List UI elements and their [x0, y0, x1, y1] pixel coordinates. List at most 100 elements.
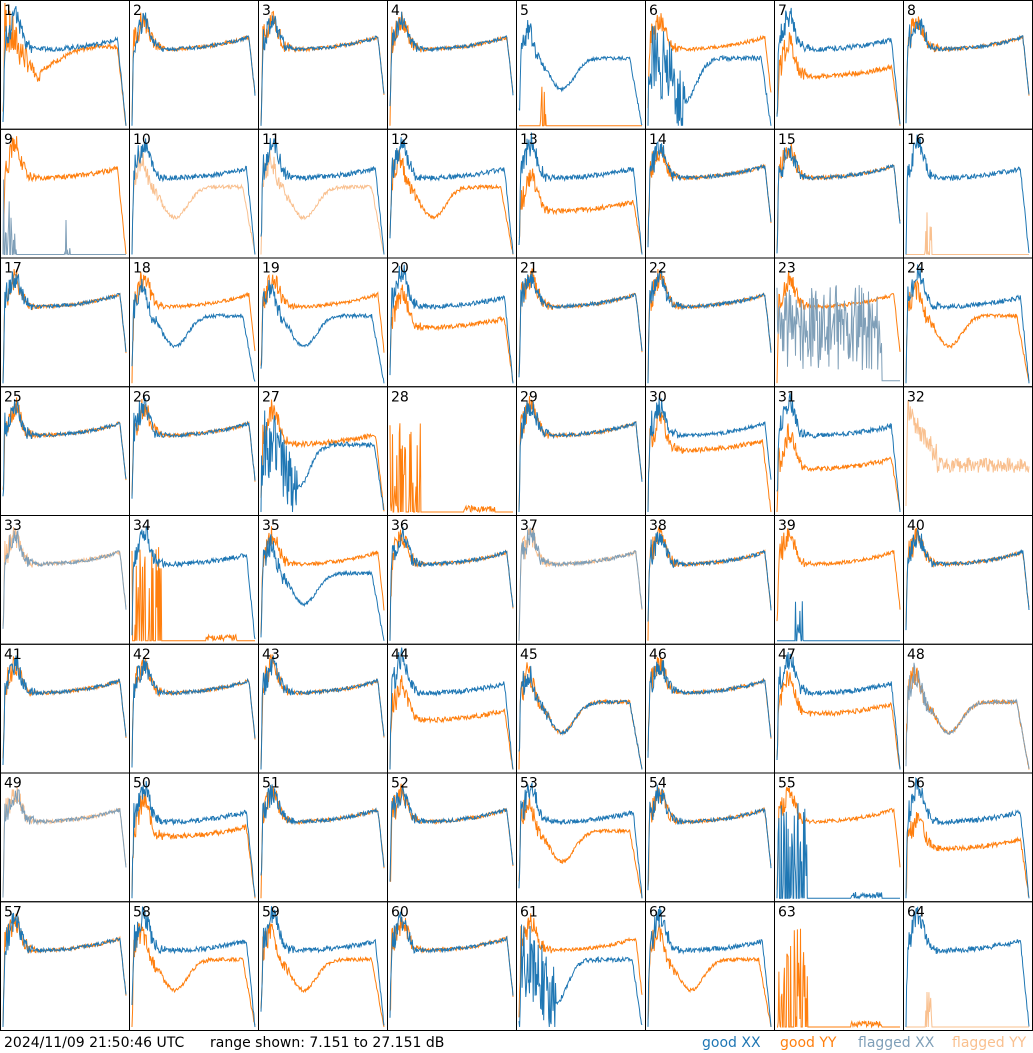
series-yy	[518, 796, 643, 899]
series-xx	[647, 397, 772, 513]
panel-label: 25	[4, 389, 22, 405]
series-yy	[777, 928, 900, 1029]
series-yy	[2, 2, 127, 126]
panel-frame	[129, 643, 259, 774]
footer: 2024/11/09 21:50:46 UTC range shown: 7.1…	[0, 1032, 1033, 1053]
legend-good-yy: good YY	[780, 1035, 837, 1051]
panel-label: 61	[520, 904, 538, 920]
panel-frame	[774, 0, 904, 130]
panel-40: 40	[903, 515, 1033, 645]
panel-label: 8	[907, 3, 916, 19]
panel-frame	[516, 257, 646, 388]
panel-frame	[903, 0, 1033, 130]
series-yy	[389, 675, 514, 770]
series-xx	[2, 789, 127, 898]
panel-51: 51	[258, 772, 388, 903]
panel-frame	[0, 515, 130, 645]
series-yy	[2, 397, 127, 490]
series-yy	[776, 670, 901, 769]
series-xx	[776, 285, 900, 382]
panel-frame	[774, 128, 904, 259]
panel-label: 30	[649, 389, 667, 405]
panel-label: 1	[4, 3, 13, 19]
panel-label: 7	[778, 3, 787, 19]
panel-frame	[645, 257, 775, 388]
series-yy	[647, 657, 772, 752]
panel-label: 49	[4, 776, 22, 792]
panel-frame	[258, 772, 388, 903]
panel-1: 1	[0, 0, 130, 130]
series-xx	[131, 657, 256, 768]
panel-frame	[516, 386, 646, 516]
series-xx	[389, 647, 514, 770]
panel-label: 21	[520, 261, 538, 277]
series-xx	[131, 780, 256, 899]
panel-42: 42	[129, 643, 259, 774]
series-yy	[906, 212, 1029, 255]
panel-label: 46	[649, 647, 667, 663]
panel-label: 38	[649, 518, 667, 534]
series-yy	[389, 11, 514, 126]
panel-52: 52	[387, 772, 517, 903]
panel-41: 41	[0, 643, 130, 774]
panel-13: 13	[516, 128, 646, 259]
panel-frame	[0, 386, 130, 516]
series-xx	[905, 264, 1030, 384]
series-xx	[131, 278, 256, 382]
panel-label: 26	[133, 389, 151, 405]
panel-frame	[774, 386, 904, 516]
panel-frame	[903, 515, 1033, 645]
series-xx	[518, 665, 643, 770]
series-xx	[518, 924, 643, 1028]
series-yy	[776, 528, 901, 622]
series-xx	[518, 781, 643, 899]
panel-32: 32	[903, 386, 1033, 516]
series-yy	[906, 991, 1029, 1028]
panel-36: 36	[387, 515, 517, 645]
series-yy	[647, 526, 772, 641]
series-xx	[2, 655, 127, 766]
panel-frame	[129, 386, 259, 516]
panel-label: 6	[649, 3, 658, 19]
panel-label: 63	[778, 904, 796, 920]
series-yy	[518, 268, 643, 375]
panel-label: 59	[262, 904, 280, 920]
series-xx	[518, 19, 643, 126]
panel-48: 48	[903, 643, 1033, 774]
panel-28: 28	[387, 386, 517, 516]
panel-label: 28	[391, 389, 409, 405]
panel-frame	[129, 128, 259, 259]
series-yy	[131, 398, 256, 496]
panel-frame	[774, 515, 904, 645]
panel-label: 11	[262, 132, 280, 148]
series-xx	[905, 134, 1030, 255]
series-yy	[260, 922, 385, 1028]
series-xx	[2, 399, 127, 497]
panel-30: 30	[645, 386, 775, 516]
series-xx	[2, 912, 127, 1028]
legend-flagged-yy: flagged YY	[952, 1035, 1027, 1051]
series-yy	[131, 151, 256, 255]
panel-label: 62	[649, 904, 667, 920]
panel-38: 38	[645, 515, 775, 645]
panel-frame	[258, 901, 388, 1031]
series-xx	[2, 5, 127, 126]
panel-label: 13	[520, 132, 538, 148]
panel-frame	[0, 128, 130, 259]
series-yy	[389, 783, 514, 882]
panel-frame	[387, 515, 517, 645]
panel-frame	[258, 128, 388, 259]
series-xx	[131, 12, 256, 126]
panel-16: 16	[903, 128, 1033, 259]
panel-label: 54	[649, 776, 667, 792]
panel-label: 51	[262, 776, 280, 792]
series-xx	[389, 911, 514, 1018]
series-xx	[647, 660, 772, 758]
panel-6: 6	[645, 0, 775, 130]
series-xx	[905, 529, 1030, 631]
series-xx	[389, 785, 514, 882]
panel-7: 7	[774, 0, 904, 130]
panel-frame	[645, 128, 775, 259]
panel-61: 61	[516, 901, 646, 1031]
series-xx	[905, 776, 1030, 899]
